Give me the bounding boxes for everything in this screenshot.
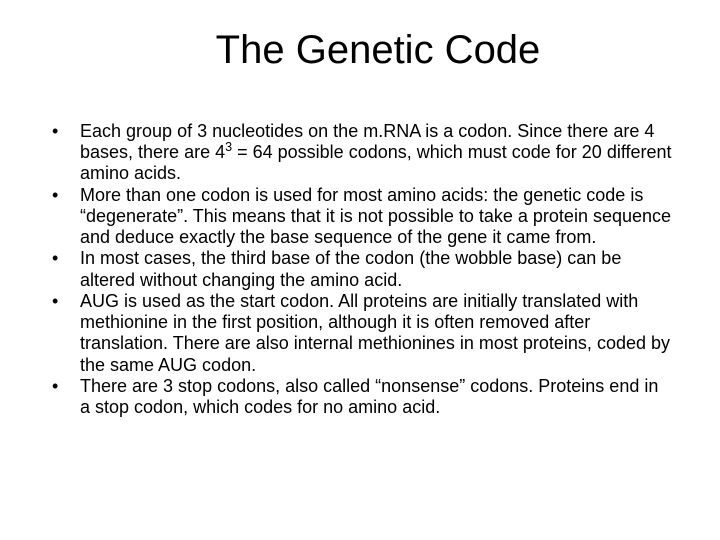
slide-title: The Genetic Code bbox=[84, 28, 672, 73]
bullet-text-pre: More than one codon is used for most ami… bbox=[80, 185, 671, 247]
list-item: In most cases, the third base of the cod… bbox=[40, 248, 672, 290]
bullet-list: Each group of 3 nucleotides on the m.RNA… bbox=[40, 121, 672, 418]
slide: The Genetic Code Each group of 3 nucleot… bbox=[0, 0, 720, 540]
list-item: There are 3 stop codons, also called “no… bbox=[40, 376, 672, 418]
list-item: More than one codon is used for most ami… bbox=[40, 185, 672, 249]
list-item: AUG is used as the start codon. All prot… bbox=[40, 291, 672, 376]
bullet-text-pre: There are 3 stop codons, also called “no… bbox=[80, 376, 658, 417]
bullet-text-pre: In most cases, the third base of the cod… bbox=[80, 248, 621, 289]
list-item: Each group of 3 nucleotides on the m.RNA… bbox=[40, 121, 672, 185]
bullet-text-pre: AUG is used as the start codon. All prot… bbox=[80, 291, 670, 375]
